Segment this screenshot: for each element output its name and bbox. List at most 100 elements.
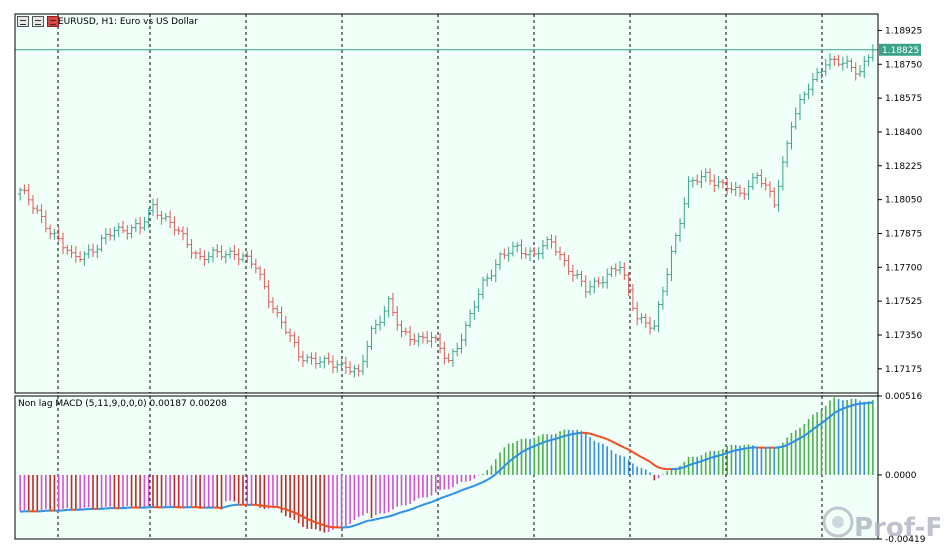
macd-signal-line bbox=[739, 447, 745, 451]
macd-signal-line bbox=[448, 493, 454, 497]
macd-signal-line bbox=[538, 441, 544, 446]
macd-signal-line bbox=[435, 497, 441, 502]
macd-signal-line bbox=[816, 422, 823, 428]
macd-signal-line bbox=[289, 510, 295, 514]
macd-signal-line bbox=[473, 483, 480, 487]
macd-signal-line bbox=[594, 433, 599, 438]
macd-signal-line bbox=[786, 441, 792, 446]
macd-signal-line bbox=[302, 515, 308, 520]
macd-signal-line bbox=[551, 437, 557, 441]
macd-signal-line bbox=[722, 452, 728, 456]
macd-signal-line bbox=[820, 419, 827, 425]
macd-signal-line bbox=[482, 479, 488, 484]
indicator-tick-label: 0.0000 bbox=[885, 471, 917, 481]
price-tick-label: 1.18925 bbox=[885, 26, 922, 36]
macd-signal-line bbox=[803, 431, 810, 437]
symbol-title: EURUSD, H1: Euro vs US Dollar bbox=[58, 17, 198, 27]
macd-signal-line bbox=[520, 449, 527, 454]
price-tick-label: 1.18400 bbox=[885, 128, 922, 138]
macd-signal-line bbox=[431, 499, 437, 503]
macd-signal-line bbox=[744, 446, 749, 450]
macd-signal-line bbox=[799, 434, 805, 440]
macd-signal-line bbox=[868, 401, 873, 404]
window-icon[interactable] bbox=[17, 16, 29, 27]
macd-signal-line bbox=[688, 462, 694, 467]
window-icon[interactable] bbox=[32, 16, 44, 27]
macd-signal-line bbox=[683, 464, 690, 469]
macd-signal-line bbox=[623, 446, 630, 451]
macd-signal-line bbox=[533, 443, 540, 448]
macd-signal-line bbox=[328, 525, 334, 529]
macd-signal-line bbox=[345, 525, 351, 529]
macd-signal-line bbox=[731, 449, 736, 453]
macd-signal-line bbox=[585, 431, 591, 435]
macd-signal-line bbox=[726, 450, 732, 454]
price-pane[interactable] bbox=[15, 14, 878, 393]
macd-signal-line bbox=[778, 445, 784, 449]
macd-signal-line bbox=[559, 435, 565, 439]
macd-signal-line bbox=[503, 461, 510, 467]
price-tick-label: 1.17700 bbox=[885, 263, 922, 273]
macd-signal-line bbox=[516, 451, 523, 457]
macd-signal-line bbox=[675, 467, 681, 470]
macd-signal-line bbox=[293, 511, 300, 516]
macd-signal-line bbox=[589, 432, 595, 436]
price-tick-label: 1.18225 bbox=[885, 162, 922, 172]
macd-signal-line bbox=[696, 460, 702, 464]
macd-signal-line bbox=[718, 453, 724, 457]
macd-signal-line bbox=[572, 432, 578, 436]
price-tick-label: 1.18750 bbox=[885, 60, 922, 70]
macd-signal-line bbox=[619, 444, 625, 449]
macd-signal-line bbox=[281, 507, 287, 511]
macd-signal-line bbox=[709, 455, 715, 460]
macd-signal-line bbox=[490, 473, 497, 479]
watermark-logo: Prof-FX bbox=[822, 506, 940, 543]
macd-signal-line bbox=[456, 489, 462, 494]
macd-signal-line bbox=[812, 425, 818, 431]
macd-signal-line bbox=[795, 437, 801, 442]
macd-signal-line bbox=[679, 466, 685, 470]
macd-signal-line bbox=[825, 415, 831, 421]
macd-signal-line bbox=[409, 507, 415, 511]
macd-signal-line bbox=[568, 433, 574, 436]
macd-signal-line bbox=[508, 457, 514, 463]
indicator-pane[interactable] bbox=[15, 396, 878, 539]
indicator-title: Non lag MACD (5,11,9,0,0,0) 0.00187 0.00… bbox=[18, 399, 227, 409]
macd-signal-line bbox=[611, 440, 617, 445]
macd-signal-line bbox=[714, 454, 719, 458]
macd-signal-line bbox=[469, 484, 475, 489]
macd-signal-line bbox=[371, 518, 377, 522]
price-tick-label: 1.18575 bbox=[885, 94, 922, 104]
macd-signal-line bbox=[367, 519, 372, 522]
macd-signal-line bbox=[851, 403, 856, 407]
macd-signal-line bbox=[833, 409, 840, 414]
macd-signal-line bbox=[636, 453, 642, 459]
macd-signal-line bbox=[846, 404, 852, 409]
macd-signal-line bbox=[628, 448, 634, 454]
macd-signal-line bbox=[354, 523, 359, 527]
macd-signal-line bbox=[396, 511, 402, 515]
macd-signal-line bbox=[555, 436, 561, 440]
chart-type-icon[interactable] bbox=[47, 16, 59, 27]
macd-signal-line bbox=[542, 440, 548, 444]
macd-signal-line bbox=[362, 519, 368, 524]
macd-signal-line bbox=[221, 505, 227, 509]
macd-signal-line bbox=[632, 451, 638, 456]
macd-signal-line bbox=[413, 505, 420, 510]
macd-signal-line bbox=[499, 465, 506, 471]
macd-signal-line bbox=[405, 508, 411, 512]
macd-signal-line bbox=[842, 406, 848, 410]
macd-signal-line bbox=[465, 486, 471, 490]
macd-signal-line bbox=[358, 521, 364, 526]
macd-signal-line bbox=[426, 501, 432, 505]
macd-signal-line bbox=[525, 447, 531, 451]
macd-signal-line bbox=[529, 445, 535, 449]
macd-signal-line bbox=[512, 454, 518, 460]
macd-signal-line bbox=[641, 456, 647, 461]
macd-signal-line bbox=[229, 503, 235, 507]
price-tick-label: 1.17525 bbox=[885, 297, 922, 307]
macd-signal-line bbox=[602, 436, 608, 441]
macd-signal-line bbox=[388, 514, 394, 518]
